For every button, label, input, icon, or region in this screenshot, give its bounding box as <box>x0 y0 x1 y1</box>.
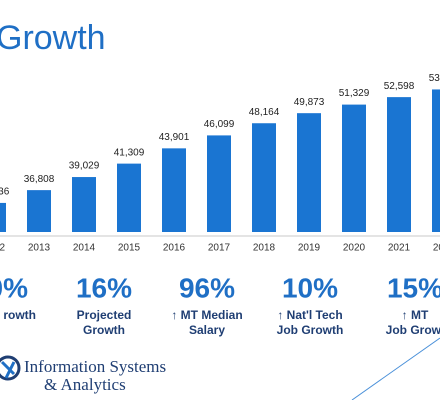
x-tick-label: 2017 <box>208 243 231 254</box>
x-tick-label: 2015 <box>118 243 141 254</box>
value-label: 51,329 <box>339 88 370 99</box>
stat-value: 15% <box>387 272 440 303</box>
stat-label: Growth <box>83 323 125 337</box>
logo-icon <box>0 355 21 381</box>
stat-label: ↑ MT Median <box>171 308 242 322</box>
value-label: 43,901 <box>159 132 190 143</box>
bar <box>117 163 141 232</box>
stat-label: Job Growth <box>386 323 440 337</box>
logo-line: & Analytics <box>44 375 126 394</box>
stat-label: Salary <box>189 323 225 337</box>
bar <box>297 113 321 232</box>
logo-line: Information Systems <box>24 357 166 376</box>
value-label: 39,029 <box>69 161 100 172</box>
bar <box>252 123 276 232</box>
x-tick-label: 2020 <box>343 243 366 254</box>
stat-value: 0% <box>0 272 28 303</box>
x-tick-label: 2022 <box>433 243 440 254</box>
stat-label: ↑ Nat'l Tech <box>277 308 342 322</box>
x-tick-label: 2013 <box>28 243 51 254</box>
stat-label: Job Growth <box>277 323 344 337</box>
bar <box>0 202 6 232</box>
value-label: 53,900 <box>429 73 440 84</box>
stat-value: 96% <box>179 272 235 303</box>
x-tick-label: 2016 <box>163 243 186 254</box>
value-label: 41,309 <box>114 147 145 158</box>
chart-title: Growth <box>0 19 106 57</box>
bar <box>387 97 411 232</box>
value-label: 46,099 <box>204 119 235 130</box>
value-label: 52,598 <box>384 81 415 92</box>
x-tick-label: 2018 <box>253 243 276 254</box>
bar <box>27 190 51 232</box>
stat-label: ↑ MT <box>402 308 429 322</box>
stat-value: 10% <box>282 272 338 303</box>
bar <box>342 104 366 232</box>
stat-label: Projected <box>77 308 132 322</box>
bar <box>72 177 96 232</box>
value-label: 36,808 <box>24 174 55 185</box>
decor-line <box>351 337 440 400</box>
stat-label: rowth <box>3 308 36 322</box>
bar <box>162 148 186 232</box>
bar <box>207 135 231 232</box>
stat-value: 16% <box>76 272 132 303</box>
x-tick-label: 2021 <box>388 243 411 254</box>
x-tick-label: 2012 <box>0 243 6 254</box>
x-tick-label: 2019 <box>298 243 321 254</box>
x-tick-label: 2014 <box>73 243 96 254</box>
bar <box>432 89 440 232</box>
value-label: 48,164 <box>249 107 280 118</box>
value-label: 34,636 <box>0 187 10 198</box>
value-label: 49,873 <box>294 97 325 108</box>
